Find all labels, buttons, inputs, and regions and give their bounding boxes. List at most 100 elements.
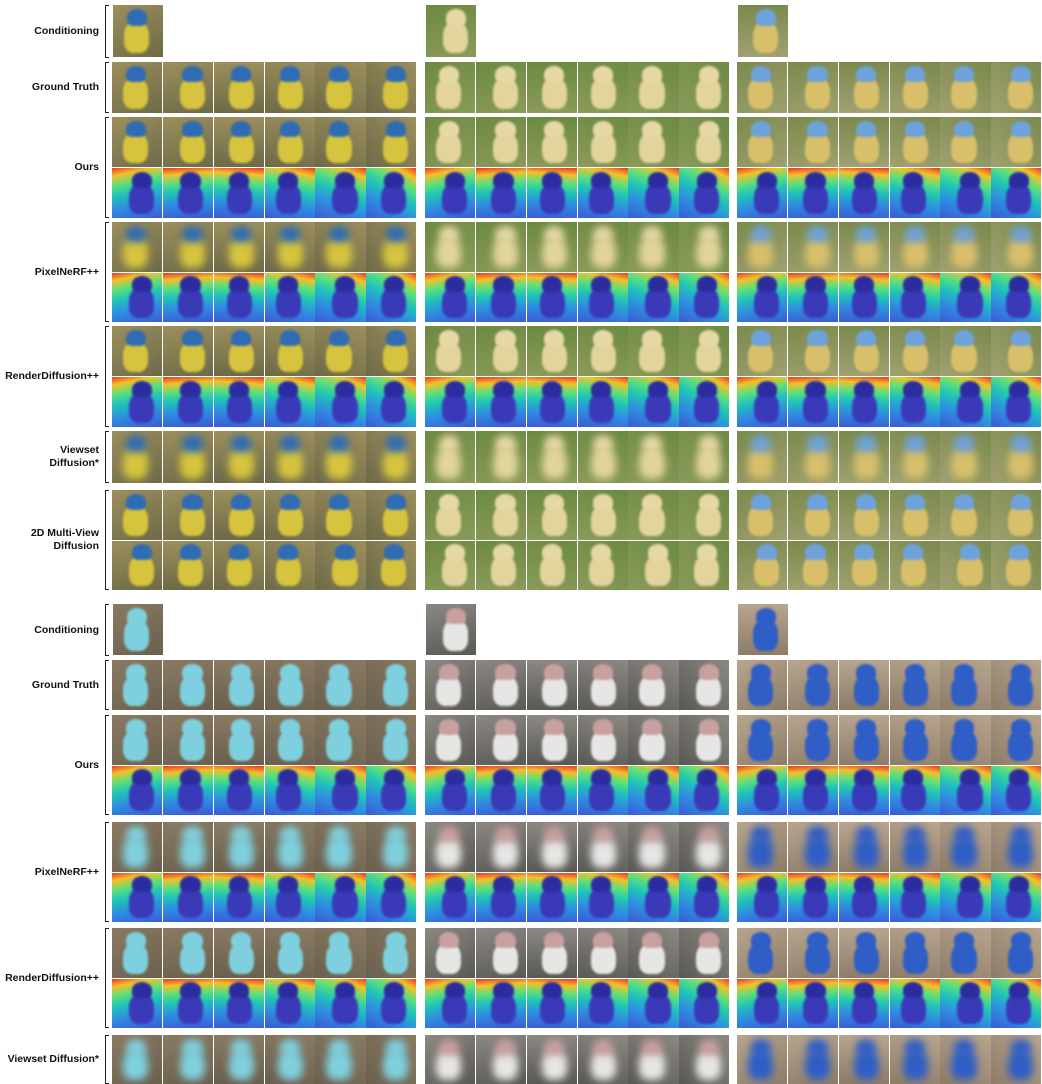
image-tile [991,326,1042,376]
object-top [698,493,719,510]
object [1008,942,1034,974]
image-tile [315,490,366,540]
image-tile [737,222,788,272]
object [804,77,831,109]
object [326,729,352,761]
object [590,836,616,868]
image-tile [112,540,163,590]
object-top [593,664,614,680]
object [853,446,879,479]
object [957,287,983,319]
image-tile [112,490,163,540]
object-top [438,435,459,452]
object-top [131,381,152,397]
object [754,887,780,919]
row-bracket [105,604,109,656]
object-top [698,718,719,735]
depth-tile [264,377,315,427]
object-top [182,330,203,346]
depth-tile [112,272,163,322]
image-tile [787,490,839,540]
object-top [131,172,152,188]
image-tile [889,431,940,483]
object-top [953,330,975,346]
depth-tile [787,168,839,218]
object-top [493,276,514,293]
object [443,619,468,651]
object [951,236,977,268]
depth-tile [425,872,476,922]
object [748,236,774,268]
object [275,287,301,319]
object [436,504,462,536]
object [277,942,303,974]
object [754,287,780,319]
object [900,287,926,319]
image-tile [162,540,214,590]
depth-tile [991,978,1042,1028]
object [590,77,616,109]
image-tile [679,490,730,540]
object [179,675,206,706]
object-top [641,121,663,137]
object-top [593,225,614,242]
object-top [807,435,828,452]
object [539,780,565,812]
object [442,287,468,319]
object-top [593,1038,614,1055]
depth-tile [366,765,417,815]
object-top [905,825,926,842]
image-tile [889,928,940,978]
object [490,183,517,214]
image-tile [991,222,1042,272]
object-top [805,381,826,397]
object [853,77,879,109]
object [748,942,774,974]
object [639,446,665,479]
image-tile [113,604,163,655]
image-tile [162,1035,214,1084]
image-tile [787,715,839,765]
depth-tile [577,872,628,922]
object-top [385,931,406,948]
depth-tile [162,377,214,427]
object [900,780,926,812]
object-top [1008,276,1029,293]
image-tile [991,928,1042,978]
object-top [125,66,146,83]
object-top [544,225,565,242]
object [541,236,567,268]
object [804,446,831,479]
object-top [696,381,717,397]
object [436,836,462,868]
object [129,287,155,319]
image-tile [426,604,476,655]
object [129,780,155,812]
image-tile [112,222,163,272]
object [902,729,928,761]
image-tile [787,928,839,978]
image-tile [737,326,788,376]
object [177,392,204,423]
image-tile [264,431,315,483]
object-top [229,172,250,188]
object [332,287,358,319]
image-tile [366,715,417,765]
object [853,132,879,163]
image-tile [162,117,214,167]
object [228,942,254,974]
object [436,446,462,479]
object [639,132,665,163]
image-tile [737,928,788,978]
object-top [438,225,459,242]
object [1006,287,1032,319]
object-top [231,825,252,842]
object [804,836,831,868]
object [381,392,407,423]
depth-tile [940,272,991,322]
object [957,887,983,919]
image-tile [787,431,839,483]
object-top [591,276,612,293]
object [696,77,722,109]
depth-tile [628,872,679,922]
